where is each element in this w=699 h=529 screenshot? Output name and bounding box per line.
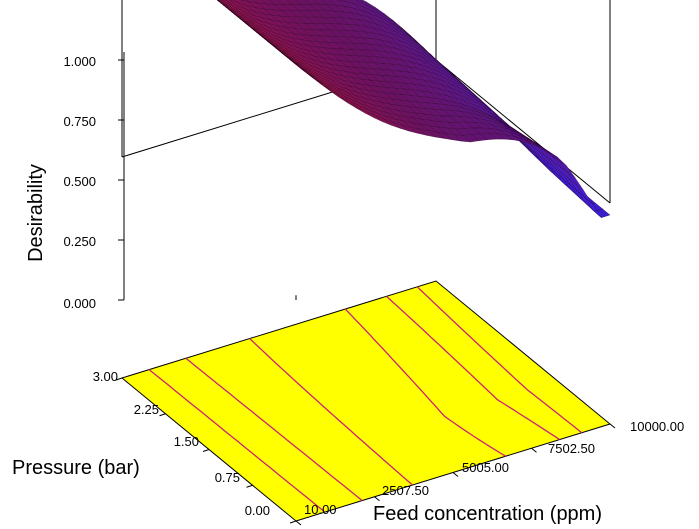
contour-lines	[148, 286, 583, 513]
z-tick-label: 0.500	[63, 174, 96, 189]
pressure-tick-label: 0.00	[245, 503, 270, 518]
feed-tick-mark	[609, 423, 616, 429]
pressure-tick-mark	[289, 520, 297, 524]
z-tick-label: 0.000	[63, 296, 96, 311]
feed-tick-mark	[295, 520, 302, 526]
pressure-tick-mark	[246, 484, 253, 488]
feed-tick-mark	[452, 472, 459, 477]
pressure-axis-ticks: 0.00 0.75 1.50 2.25 3.00	[93, 369, 270, 518]
z-tick-label: 1.000	[63, 54, 96, 69]
z-tick-label: 0.250	[63, 234, 96, 249]
pressure-tick-label: 2.25	[134, 402, 159, 417]
contour-line	[416, 286, 583, 434]
feed-axis-ticks: 10.00 2507.50 5005.00 7502.50 10000.00	[304, 419, 684, 517]
feed-tick-label: 2507.50	[382, 483, 429, 498]
response-surface	[216, 0, 611, 218]
pressure-tick-label: 3.00	[93, 369, 118, 384]
feed-axis-title: Feed concentration (ppm)	[373, 503, 602, 525]
feed-tick-mark	[531, 447, 537, 453]
feed-tick-label: 10.00	[304, 502, 337, 517]
z-tick-label: 0.750	[63, 114, 96, 129]
contour-line	[386, 295, 560, 441]
contour-line	[249, 338, 413, 486]
pressure-axis-title: Pressure (bar)	[12, 457, 140, 479]
contour-line	[148, 369, 326, 513]
feed-tick-mark	[374, 496, 380, 502]
feed-tick-label: 10000.00	[630, 419, 684, 434]
z-axis-title: Desirability	[25, 164, 47, 262]
contour-line	[344, 308, 507, 457]
pressure-tick-mark	[159, 413, 166, 417]
contour-line	[185, 357, 363, 502]
pressure-tick-mark	[115, 377, 123, 381]
pressure-tick-label: 0.75	[215, 470, 240, 485]
pressure-tick-label: 1.50	[174, 434, 199, 449]
feed-tick-label: 5005.00	[462, 460, 509, 475]
z-axis-ticks: 0.000 0.250 0.500 0.750 1.000	[63, 54, 96, 311]
surface-facet	[216, 0, 218, 1]
pressure-tick-mark	[202, 449, 210, 452]
right-bottom-edge	[435, 59, 611, 204]
surface-facet	[593, 208, 611, 218]
feed-tick-label: 7502.50	[548, 441, 595, 456]
floor-plane	[120, 280, 612, 522]
surface-facet	[216, 0, 220, 2]
